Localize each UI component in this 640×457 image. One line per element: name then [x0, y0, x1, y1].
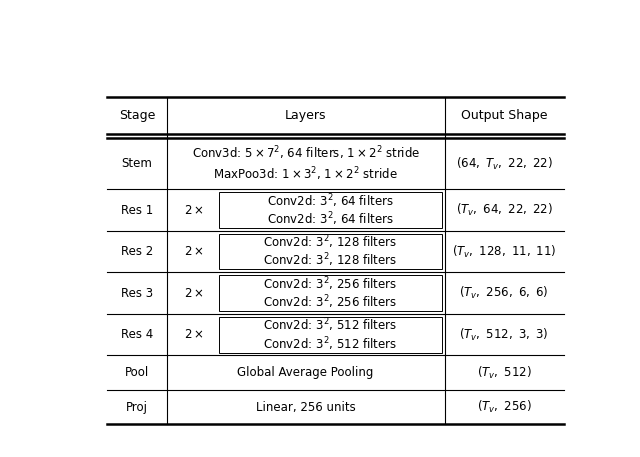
Text: Layers: Layers	[285, 109, 326, 122]
Text: $(T_v,\ 128,\ 11,\ 11)$: $(T_v,\ 128,\ 11,\ 11)$	[452, 244, 556, 260]
Text: $2 \times$: $2 \times$	[184, 328, 204, 341]
Text: Res 1: Res 1	[121, 203, 153, 217]
Text: Global Average Pooling: Global Average Pooling	[237, 366, 374, 379]
Text: $(T_v,\ 512,\ 3,\ 3)$: $(T_v,\ 512,\ 3,\ 3)$	[460, 327, 549, 343]
Bar	[219, 317, 442, 352]
Text: Conv3d: $5 \times 7^2$, 64 filters, $1 \times 2^2$ stride: Conv3d: $5 \times 7^2$, 64 filters, $1 \…	[191, 144, 420, 162]
Text: $2 \times$: $2 \times$	[184, 245, 204, 258]
Text: Conv2d: $3^2$, 128 filters: Conv2d: $3^2$, 128 filters	[264, 252, 397, 270]
Bar	[219, 234, 442, 270]
Text: $(T_v,\ 256,\ 6,\ 6)$: $(T_v,\ 256,\ 6,\ 6)$	[460, 285, 549, 301]
Text: Res 3: Res 3	[121, 287, 153, 300]
Text: $(T_v,\ 256)$: $(T_v,\ 256)$	[477, 399, 531, 415]
Text: Output Shape: Output Shape	[461, 109, 547, 122]
Text: Pool: Pool	[125, 366, 149, 379]
Text: Stage: Stage	[119, 109, 156, 122]
Text: Res 4: Res 4	[121, 328, 153, 341]
Text: Res 2: Res 2	[121, 245, 153, 258]
Text: Conv2d: $3^2$, 64 filters: Conv2d: $3^2$, 64 filters	[267, 192, 394, 210]
Text: Conv2d: $3^2$, 256 filters: Conv2d: $3^2$, 256 filters	[264, 293, 397, 311]
Text: MaxPoo3d: $1 \times 3^2$, $1 \times 2^2$ stride: MaxPoo3d: $1 \times 3^2$, $1 \times 2^2$…	[213, 165, 398, 183]
Text: Conv2d: $3^2$, 256 filters: Conv2d: $3^2$, 256 filters	[264, 275, 397, 293]
Bar	[219, 275, 442, 311]
Bar	[219, 192, 442, 228]
Text: Conv2d: $3^2$, 512 filters: Conv2d: $3^2$, 512 filters	[264, 317, 397, 334]
Text: Conv2d: $3^2$, 512 filters: Conv2d: $3^2$, 512 filters	[264, 335, 397, 352]
Text: $(64,\ T_v,\ 22,\ 22)$: $(64,\ T_v,\ 22,\ 22)$	[456, 156, 552, 172]
Text: Conv2d: $3^2$, 64 filters: Conv2d: $3^2$, 64 filters	[267, 210, 394, 228]
Text: $(T_v,\ 64,\ 22,\ 22)$: $(T_v,\ 64,\ 22,\ 22)$	[456, 202, 552, 218]
Text: $(T_v,\ 512)$: $(T_v,\ 512)$	[477, 365, 531, 381]
Text: Stem: Stem	[122, 157, 152, 170]
Text: Linear, 256 units: Linear, 256 units	[256, 401, 356, 414]
Text: $2 \times$: $2 \times$	[184, 287, 204, 300]
Text: Conv2d: $3^2$, 128 filters: Conv2d: $3^2$, 128 filters	[264, 234, 397, 251]
Text: Proj: Proj	[126, 401, 148, 414]
Text: $2 \times$: $2 \times$	[184, 203, 204, 217]
